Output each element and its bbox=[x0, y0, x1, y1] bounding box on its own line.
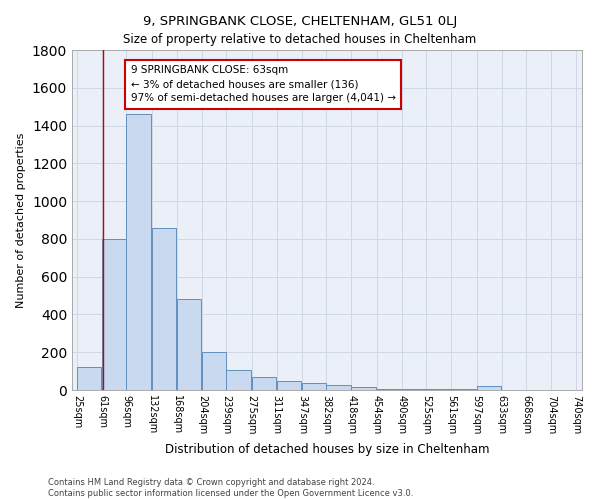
Bar bbox=[277, 381, 301, 390]
Text: 9 SPRINGBANK CLOSE: 63sqm
← 3% of detached houses are smaller (136)
97% of semi-: 9 SPRINGBANK CLOSE: 63sqm ← 3% of detach… bbox=[131, 66, 395, 104]
Y-axis label: Number of detached properties: Number of detached properties bbox=[16, 132, 26, 308]
Text: Contains HM Land Registry data © Crown copyright and database right 2024.
Contai: Contains HM Land Registry data © Crown c… bbox=[48, 478, 413, 498]
Bar bbox=[302, 384, 326, 390]
Bar bbox=[77, 368, 101, 390]
Bar bbox=[476, 386, 501, 390]
Bar bbox=[177, 300, 201, 390]
Bar bbox=[202, 352, 226, 390]
Bar bbox=[377, 389, 401, 390]
Bar bbox=[127, 114, 151, 390]
Text: Size of property relative to detached houses in Cheltenham: Size of property relative to detached ho… bbox=[124, 32, 476, 46]
Bar bbox=[152, 228, 176, 390]
Bar bbox=[226, 370, 251, 390]
Bar bbox=[102, 239, 127, 390]
Bar bbox=[326, 384, 351, 390]
X-axis label: Distribution of detached houses by size in Cheltenham: Distribution of detached houses by size … bbox=[165, 442, 489, 456]
Bar bbox=[251, 377, 276, 390]
Text: 9, SPRINGBANK CLOSE, CHELTENHAM, GL51 0LJ: 9, SPRINGBANK CLOSE, CHELTENHAM, GL51 0L… bbox=[143, 15, 457, 28]
Bar bbox=[352, 387, 376, 390]
